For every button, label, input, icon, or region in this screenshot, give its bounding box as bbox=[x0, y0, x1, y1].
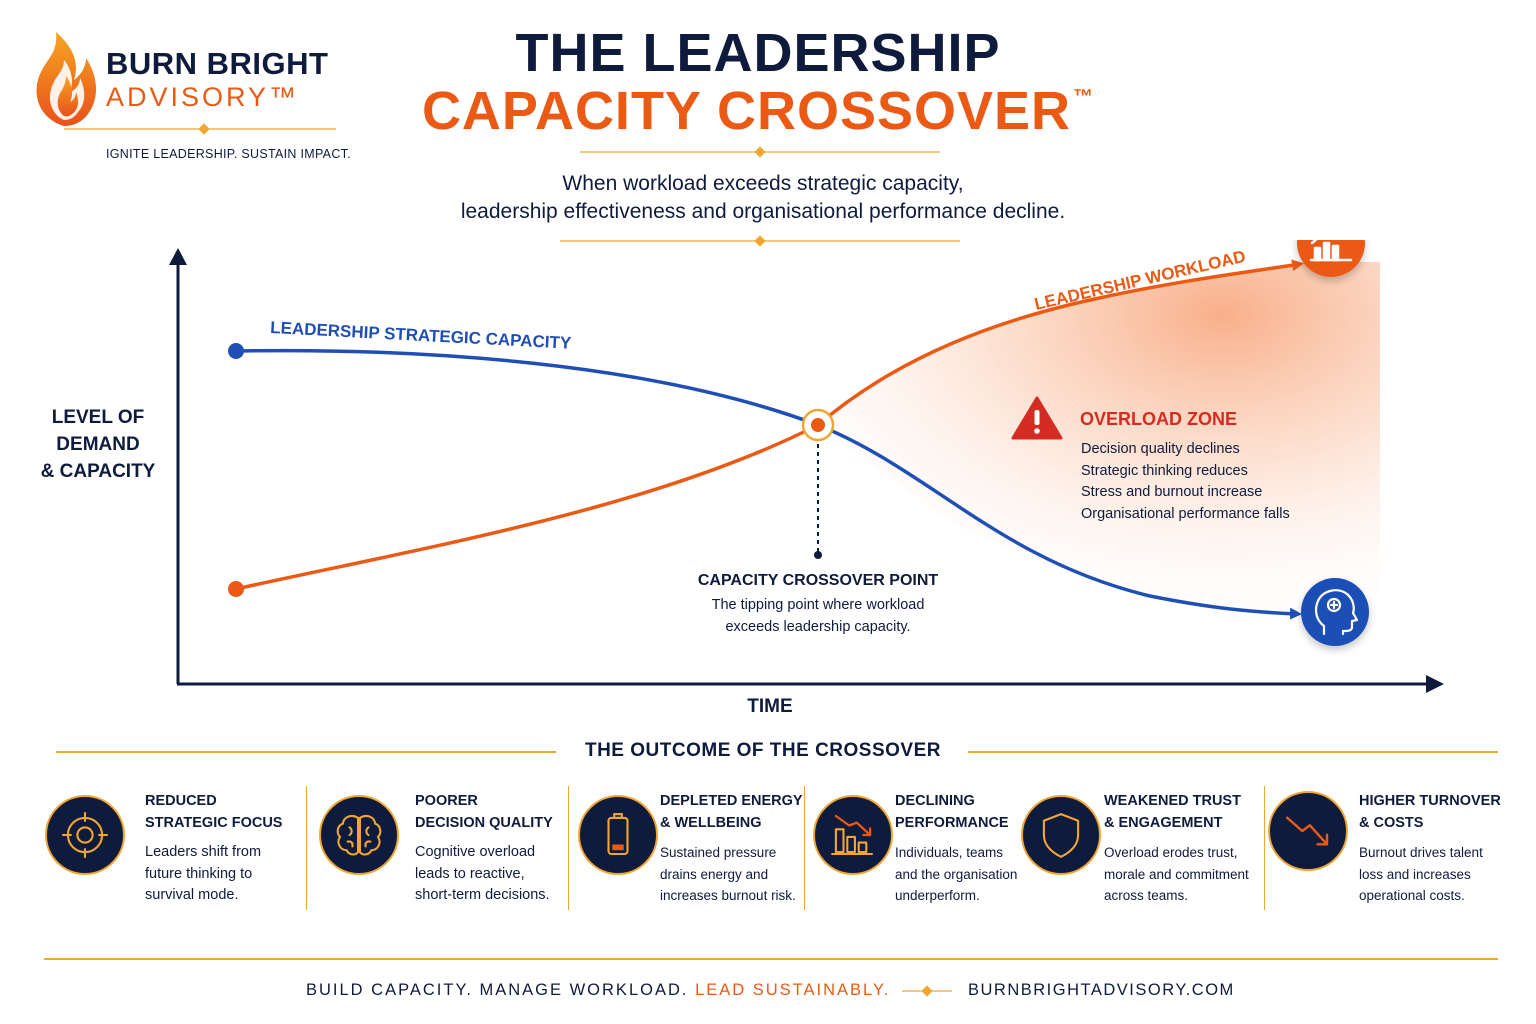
crossover-end-dot bbox=[814, 551, 822, 559]
overload-zone-shading bbox=[818, 262, 1380, 612]
capacity-start-dot bbox=[228, 343, 244, 359]
title-divider bbox=[580, 146, 940, 158]
warning-triangle-icon bbox=[1011, 396, 1063, 440]
crossover-dot bbox=[811, 418, 825, 432]
outcome-title: & WELLBEING bbox=[660, 815, 762, 831]
outcome-desc: drains energy and bbox=[660, 867, 769, 882]
outcome-desc: morale and commitment bbox=[1104, 867, 1249, 882]
crossover-diagram: LEADERSHIP STRATEGIC CAPACITY LEADERSHIP… bbox=[169, 240, 1444, 693]
outcome-desc: Sustained pressure bbox=[660, 845, 777, 860]
flame-logo-icon bbox=[36, 32, 97, 126]
trending-up-chart-glyph bbox=[1309, 240, 1353, 262]
outcome-divider bbox=[804, 786, 805, 910]
outcome-desc: increases burnout risk. bbox=[660, 888, 796, 903]
crossover-title: CAPACITY CROSSOVER POINT bbox=[697, 572, 939, 589]
outcome-desc: future thinking to bbox=[145, 866, 253, 882]
overload-item: Strategic thinking reduces bbox=[1081, 463, 1248, 479]
outcome-desc: underperform. bbox=[895, 888, 980, 903]
brand-tagline: IGNITE LEADERSHIP. SUSTAIN IMPACT. bbox=[106, 147, 351, 161]
outcome-divider bbox=[568, 786, 569, 910]
overload-zone-title: OVERLOAD ZONE bbox=[1080, 409, 1238, 429]
outcome-desc: survival mode. bbox=[145, 887, 239, 903]
outcome-title: POORER bbox=[415, 793, 478, 809]
outcome-desc: across teams. bbox=[1104, 888, 1189, 903]
outcome-title: & COSTS bbox=[1359, 815, 1424, 831]
outcome-desc: Leaders shift from bbox=[145, 844, 262, 860]
outcome-title: DECISION QUALITY bbox=[415, 815, 553, 831]
brand-name: BURN BRIGHT bbox=[106, 46, 329, 81]
footer-divider bbox=[44, 958, 1498, 960]
y-axis-label: LEVEL OF DEMAND & CAPACITY bbox=[40, 407, 156, 482]
outcome-rule-right bbox=[968, 751, 1498, 753]
outcome-desc: Overload erodes trust, bbox=[1104, 845, 1238, 860]
footer-slogan-text: BUILD CAPACITY. MANAGE WORKLOAD. bbox=[306, 981, 689, 999]
subtitle-divider bbox=[560, 235, 960, 247]
downtrend-arrow-icon bbox=[1268, 791, 1348, 871]
outcome-rule-left bbox=[56, 751, 556, 753]
outcome-divider bbox=[306, 786, 307, 910]
page-title-line1: THE LEADERSHIP bbox=[515, 23, 1001, 83]
footer-slogan-accent: LEAD SUSTAINABLY. bbox=[695, 981, 891, 999]
y-axis-arrowhead bbox=[169, 248, 187, 265]
capacity-line bbox=[235, 348, 1302, 620]
workload-line bbox=[235, 259, 1304, 591]
page-title-line2: CAPACITY CROSSOVER ™ bbox=[0, 80, 1516, 142]
outcome-desc: Cognitive overload bbox=[415, 844, 536, 860]
brain-head-glyph bbox=[1314, 589, 1359, 636]
overload-item: Decision quality declines bbox=[1081, 441, 1240, 457]
brand-divider bbox=[64, 123, 336, 135]
outcome-title: WEAKENED TRUST bbox=[1104, 793, 1241, 809]
outcome-title: & ENGAGEMENT bbox=[1104, 815, 1223, 831]
outcome-desc: loss and increases bbox=[1359, 867, 1471, 882]
outcome-divider bbox=[1264, 786, 1265, 910]
workload-start-dot bbox=[228, 581, 244, 597]
x-axis-arrowhead bbox=[1426, 675, 1444, 693]
outcome-title: HIGHER TURNOVER bbox=[1359, 793, 1501, 809]
brain-icon bbox=[319, 795, 399, 875]
brand-subname: ADVISORY™ bbox=[106, 82, 300, 112]
subtitle-line1: When workload exceeds strategic capacity… bbox=[562, 172, 964, 195]
crossover-desc-line2: exceeds leadership capacity. bbox=[725, 619, 911, 635]
outcome-title: REDUCED bbox=[145, 793, 217, 809]
outcome-desc: operational costs. bbox=[1359, 888, 1465, 903]
footer-slogan: BUILD CAPACITY. MANAGE WORKLOAD. LEAD SU… bbox=[306, 981, 890, 1000]
crossover-desc-line1: The tipping point where workload bbox=[711, 597, 925, 613]
capacity-label: LEADERSHIP STRATEGIC CAPACITY bbox=[270, 318, 573, 353]
overload-item: Stress and burnout increase bbox=[1081, 484, 1263, 500]
outcome-desc: Individuals, teams bbox=[895, 845, 1004, 860]
outcome-title: STRATEGIC FOCUS bbox=[145, 815, 283, 831]
outcome-desc: leads to reactive, bbox=[415, 866, 525, 882]
outcome-title: DEPLETED ENERGY bbox=[660, 793, 803, 809]
trademark-mark: ™ bbox=[1073, 86, 1095, 108]
footer-website-link[interactable]: BURNBRIGHTADVISORY.COM bbox=[968, 981, 1235, 999]
subtitle-line2: leadership effectiveness and organisatio… bbox=[460, 200, 1066, 223]
page-title-line2-text: CAPACITY CROSSOVER bbox=[421, 81, 1072, 141]
outcome-heading: THE OUTCOME OF THE CROSSOVER bbox=[584, 740, 942, 761]
outcome-title: DECLINING bbox=[895, 793, 975, 809]
outcome-desc: and the organisation bbox=[895, 867, 1018, 882]
outcome-title: PERFORMANCE bbox=[895, 815, 1009, 831]
x-axis-label: TIME bbox=[747, 696, 793, 717]
target-icon bbox=[45, 795, 125, 875]
footer-diamond-divider bbox=[902, 985, 952, 997]
outcome-desc: short-term decisions. bbox=[415, 887, 550, 903]
low-battery-icon bbox=[578, 795, 658, 875]
outcome-desc: Burnout drives talent bbox=[1359, 845, 1483, 860]
overload-item: Organisational performance falls bbox=[1081, 506, 1290, 522]
declining-bars-icon bbox=[813, 795, 893, 875]
shield-icon bbox=[1021, 795, 1101, 875]
